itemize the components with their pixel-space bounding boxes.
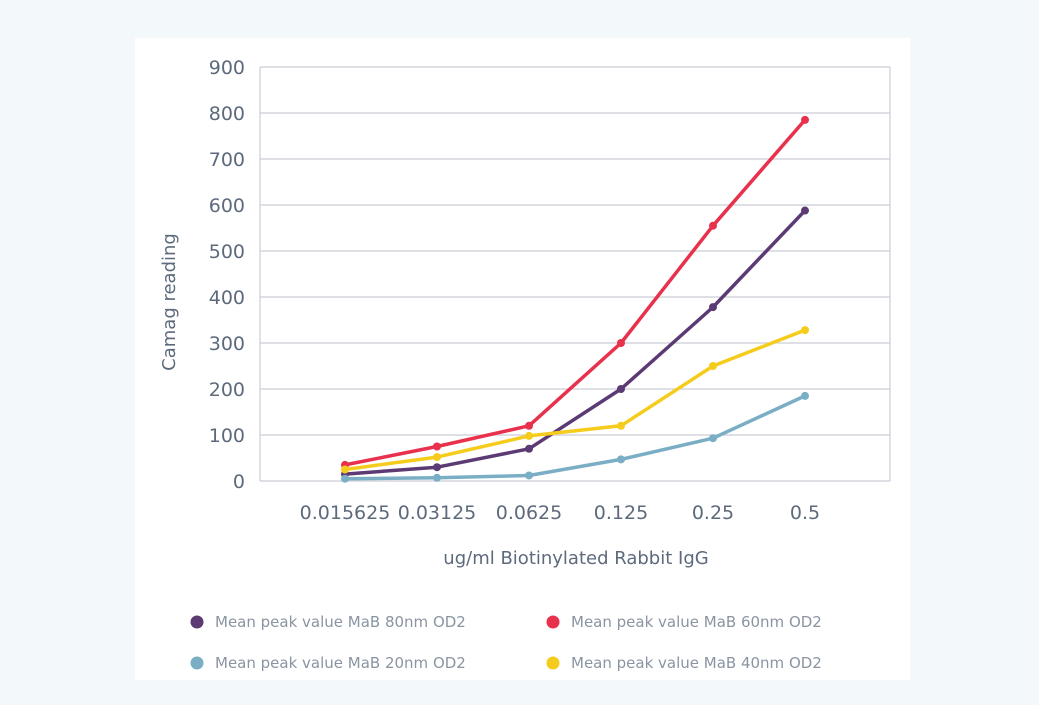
x-tick-label: 0.5 [790, 502, 820, 524]
legend-item: Mean peak value MaB 60nm OD2 [546, 613, 822, 631]
x-tick-label: 0.25 [692, 502, 734, 524]
series-1 [341, 115, 809, 469]
series-2 [341, 391, 809, 483]
legend-label: Mean peak value MaB 20nm OD2 [215, 654, 466, 672]
data-point [801, 391, 809, 400]
series-line [343, 328, 807, 472]
data-point [709, 434, 717, 443]
data-point [617, 421, 625, 430]
legend-item: Mean peak value MaB 80nm OD2 [190, 613, 466, 631]
data-point [801, 206, 809, 215]
series-0 [341, 206, 809, 479]
data-point [617, 339, 625, 347]
legend-marker [190, 656, 204, 670]
legend-label: Mean peak value MaB 40nm OD2 [571, 654, 822, 672]
data-point [525, 421, 533, 430]
data-point [525, 431, 533, 440]
y-tick-label: 300 [209, 333, 245, 355]
series-lines [341, 115, 809, 483]
data-point [617, 455, 625, 464]
legend-marker [190, 615, 204, 629]
data-point [801, 326, 809, 335]
data-point [709, 362, 717, 370]
data-point [433, 442, 441, 451]
x-tick-label: 0.015625 [300, 502, 391, 524]
legend: Mean peak value MaB 80nm OD2 Mean peak va… [190, 613, 822, 672]
x-tick-label: 0.03125 [398, 502, 477, 524]
series-3 [341, 326, 809, 474]
data-point [433, 453, 441, 462]
data-point [341, 465, 349, 474]
legend-item: Mean peak value MaB 20nm OD2 [190, 654, 466, 672]
x-tick-labels: 0.015625 0.03125 0.0625 0.125 0.25 0.5 [300, 502, 820, 524]
data-point [801, 115, 809, 124]
data-point [433, 473, 441, 482]
legend-item: Mean peak value MaB 40nm OD2 [546, 654, 822, 672]
y-tick-label: 600 [209, 195, 245, 217]
data-point [341, 474, 349, 483]
y-tick-labels: 0 100 200 300 400 500 600 700 800 900 [209, 57, 245, 493]
y-tick-label: 200 [209, 379, 245, 401]
y-tick-label: 500 [209, 241, 245, 263]
legend-label: Mean peak value MaB 80nm OD2 [215, 613, 466, 631]
y-axis-title: Camag reading [159, 233, 180, 371]
x-tick-label: 0.0625 [496, 502, 562, 524]
y-tick-label: 0 [233, 471, 245, 493]
legend-marker [546, 656, 560, 670]
y-tick-label: 900 [209, 57, 245, 79]
legend-marker [546, 615, 560, 629]
y-tick-label: 400 [209, 287, 245, 309]
data-point [709, 221, 717, 230]
x-axis-title: ug/ml Biotinylated Rabbit IgG [443, 548, 708, 569]
y-tick-label: 800 [209, 103, 245, 125]
series-line [343, 118, 807, 467]
legend-label: Mean peak value MaB 60nm OD2 [571, 613, 822, 631]
series-line [343, 208, 807, 476]
data-point [525, 471, 533, 480]
chart-card: 0 100 200 300 400 500 600 700 800 900 0.015625 0.0… [135, 38, 910, 680]
y-tick-label: 700 [209, 149, 245, 171]
data-point [433, 463, 441, 472]
x-tick-label: 0.125 [594, 502, 648, 524]
data-point [709, 303, 717, 312]
data-point [617, 385, 625, 393]
data-point [525, 444, 533, 453]
series-line [343, 394, 807, 481]
gridlines [259, 66, 891, 482]
y-tick-label: 100 [209, 425, 245, 447]
